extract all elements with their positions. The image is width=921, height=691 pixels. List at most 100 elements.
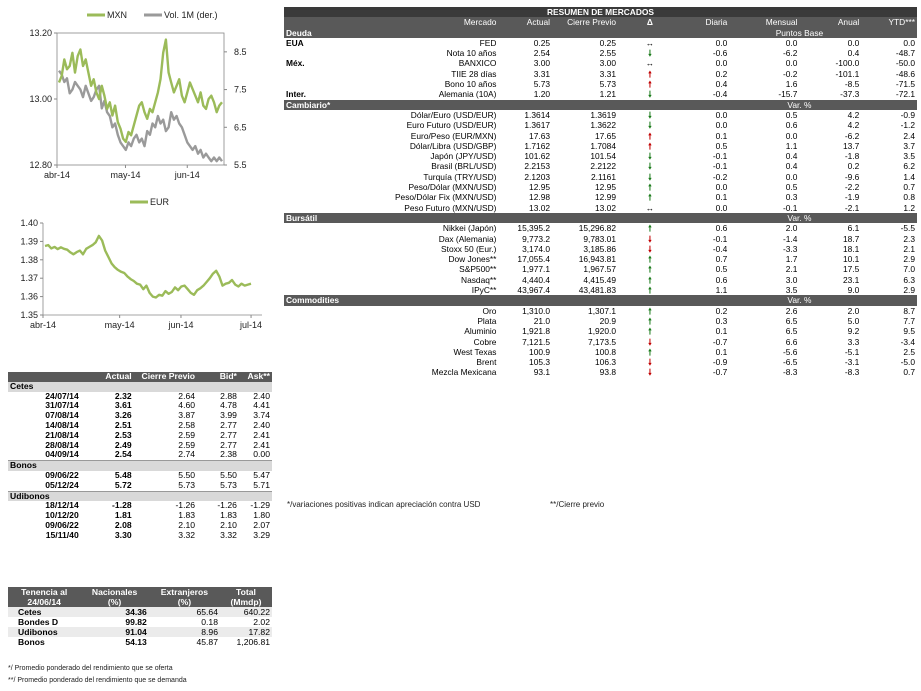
summary-group bbox=[284, 254, 329, 264]
rates-cell: 2.10 bbox=[178, 519, 196, 530]
up-arrow-icon: 🠕 bbox=[648, 315, 652, 326]
table-row: Mezcla Mexicana 93.1 93.8 🠗 -0.7 -8.3 -8… bbox=[284, 367, 917, 377]
rates-cell: 2.38 bbox=[220, 449, 237, 460]
summary-actual: 93.1 bbox=[533, 367, 551, 378]
rates-cell: 5.50 bbox=[178, 469, 196, 480]
table-row: Nasdaq** 4,440.4 4,415.49 🠕 0.6 3.0 23.1… bbox=[284, 275, 917, 285]
holdings-cell: Bondes D bbox=[18, 617, 59, 627]
summary-actual: 4,440.4 bbox=[522, 274, 551, 285]
chart2-legend: EUR bbox=[130, 197, 170, 207]
summary-group bbox=[284, 306, 329, 316]
summary-market: Nikkei (Japón) bbox=[442, 223, 497, 234]
table-row: Aluminio 1,921.8 1,920.0 🠕 0.1 6.5 9.2 9… bbox=[284, 326, 917, 336]
summary-actual: 1.7162 bbox=[524, 140, 551, 151]
summary-previous: 3,185.86 bbox=[583, 243, 616, 254]
summary-previous: 13.02 bbox=[595, 202, 616, 213]
summary-monthly: -1.4 bbox=[782, 233, 798, 244]
summary-monthly: -0.2 bbox=[782, 68, 798, 79]
table-row: 28/08/14 2.49 2.59 2.77 2.41 bbox=[8, 440, 272, 451]
table-row: Bondes D 99.82 0.18 2.02 bbox=[8, 617, 272, 627]
rates-section-row: Udibonos bbox=[8, 490, 272, 502]
summary-monthly: -5.6 bbox=[782, 346, 798, 357]
summary-actual: 3.00 bbox=[533, 58, 551, 69]
holdings-table: Tenencia al Nacionales Extranjeros Total 24/… bbox=[8, 587, 272, 647]
summary-annual: -1.8 bbox=[844, 151, 860, 162]
up-arrow-icon: 🠕 bbox=[648, 223, 652, 234]
summary-annual: -9.6 bbox=[844, 171, 860, 182]
summary-monthly: -6.2 bbox=[782, 48, 798, 59]
summary-previous: 1,967.57 bbox=[583, 264, 616, 275]
summary-monthly: -3.3 bbox=[782, 243, 798, 254]
rates-header-cell: Bid* bbox=[197, 371, 239, 382]
summary-previous: 0.25 bbox=[599, 37, 616, 48]
down-arrow-icon: 🠗 bbox=[648, 243, 652, 254]
summary-monthly: 0.6 bbox=[785, 120, 798, 131]
rates-cell: 0.00 bbox=[253, 449, 270, 460]
summary-annual: 5.0 bbox=[847, 315, 860, 326]
summary-previous: 7,173.5 bbox=[588, 336, 616, 347]
summary-market: Euro/Peso (EUR/MXN) bbox=[410, 130, 497, 141]
table-row: Turquía (TRY/USD) 2.1203 2.1161 🠗 -0.2 0… bbox=[284, 172, 917, 182]
summary-group bbox=[284, 69, 329, 79]
summary-monthly: 2.1 bbox=[785, 264, 798, 275]
x-tick-label: abr-14 bbox=[44, 170, 70, 180]
summary-group: Méx. bbox=[286, 58, 305, 69]
holdings-header-cell: 24/06/14 bbox=[8, 597, 81, 607]
summary-group bbox=[284, 357, 329, 367]
rates-cell: 2.08 bbox=[114, 519, 132, 530]
y-tick-label: 1.39 bbox=[20, 236, 38, 246]
up-arrow-icon: 🠕 bbox=[648, 305, 652, 316]
table-row: 18/12/14 -1.28 -1.26 -1.26 -1.29 bbox=[8, 501, 272, 511]
holdings-cell: 91.04 bbox=[80, 627, 149, 637]
summary-market: Euro Futuro (USD/EUR) bbox=[406, 120, 497, 131]
summary-previous: 2.1161 bbox=[590, 171, 616, 182]
summary-annual: -8.3 bbox=[844, 367, 860, 378]
rates-header-cell: Actual bbox=[80, 371, 134, 382]
summary-market: Stoxx 50 (Eur.) bbox=[441, 243, 497, 254]
rates-cell: 3.32 bbox=[220, 529, 237, 540]
rates-cell: 31/07/14 bbox=[45, 400, 79, 411]
y-tick-label: 1.37 bbox=[20, 273, 38, 283]
rates-cell: 2.51 bbox=[114, 419, 132, 430]
down-arrow-icon: 🠗 bbox=[648, 171, 652, 182]
summary-actual: 2.2153 bbox=[524, 161, 551, 172]
summary-annual: -37.3 bbox=[840, 89, 860, 100]
summary-section-row: Cambiario* Var. % bbox=[284, 99, 917, 110]
summary-previous: 101.54 bbox=[590, 151, 616, 162]
summary-ytd: -48.6 bbox=[895, 68, 915, 79]
summary-group bbox=[284, 337, 329, 347]
summary-ytd: 1.4 bbox=[903, 171, 915, 182]
holdings-header-cell: Tenencia al bbox=[8, 587, 81, 597]
summary-header-cell: Anual bbox=[799, 17, 862, 28]
summary-group bbox=[284, 264, 329, 274]
summary-actual: 105.3 bbox=[529, 357, 551, 368]
rates-cell: 2.58 bbox=[178, 419, 196, 430]
up-arrow-icon: 🠕 bbox=[648, 182, 652, 193]
legend-label-eur: EUR bbox=[150, 197, 170, 207]
summary-group: Inter. bbox=[286, 89, 307, 100]
summary-daily: 0.1 bbox=[715, 326, 728, 337]
summary-group bbox=[284, 141, 329, 151]
summary-annual: -5.1 bbox=[844, 346, 860, 357]
summary-ytd: 2.4 bbox=[903, 130, 915, 141]
table-row: 04/09/14 2.54 2.74 2.38 0.00 bbox=[8, 449, 272, 460]
summary-section-unit: Var. % bbox=[681, 295, 917, 306]
down-arrow-icon: 🠗 bbox=[648, 336, 652, 347]
rates-cell: 2.74 bbox=[178, 449, 196, 460]
summary-market: Turquía (TRY/USD) bbox=[423, 171, 497, 182]
rates-cell: 5.50 bbox=[220, 469, 237, 480]
series-line-vol-1m-der- bbox=[58, 70, 223, 163]
summary-previous: 4,415.49 bbox=[583, 274, 616, 285]
rates-cell: 5.72 bbox=[114, 479, 132, 490]
rates-cell: 4.78 bbox=[220, 400, 237, 411]
summary-daily: 0.0 bbox=[715, 120, 728, 131]
summary-header-blank bbox=[284, 17, 330, 28]
up-arrow-icon: 🠕 bbox=[648, 254, 652, 265]
summary-daily: 1.1 bbox=[715, 285, 728, 296]
summary-daily: -0.9 bbox=[712, 357, 728, 368]
holdings-cell: Cetes bbox=[8, 607, 81, 617]
summary-previous: 2.55 bbox=[599, 48, 616, 59]
table-row: Peso Futuro (MXN/USD) 13.02 13.02 ↔ 0.0 … bbox=[284, 203, 917, 213]
y-tick-label: 1.40 bbox=[20, 218, 38, 228]
table-row: Dow Jones** 17,055.4 16,943.81 🠕 0.7 1.7… bbox=[284, 254, 917, 264]
